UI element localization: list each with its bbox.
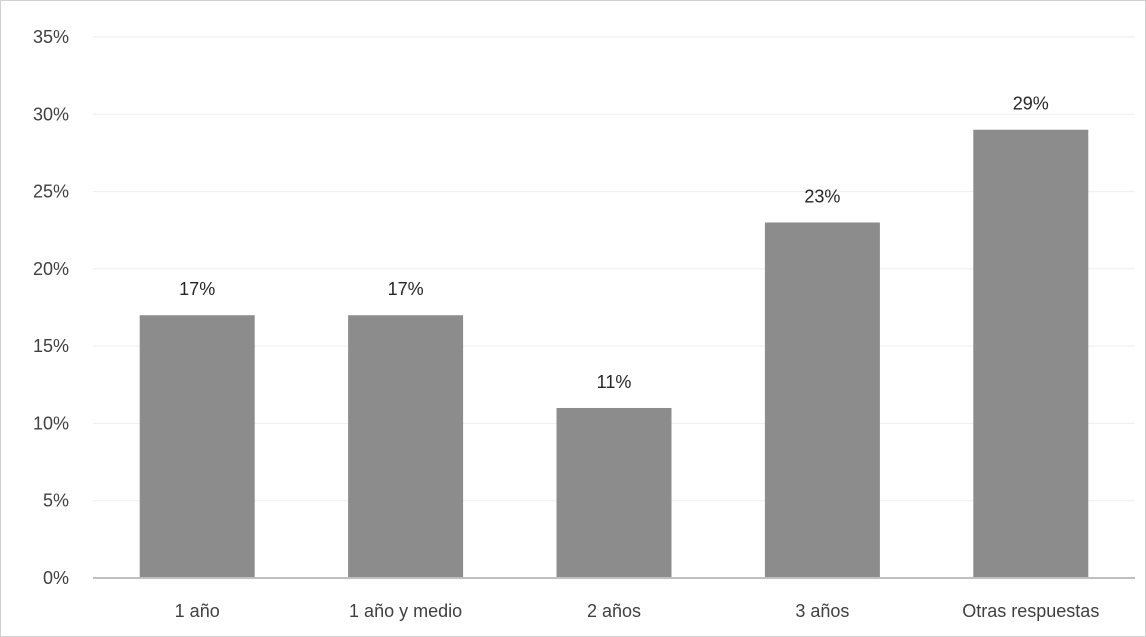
data-labels: 17% 17% 11% 23% 29% [179,94,1049,392]
bar [348,315,464,578]
bar [556,407,672,578]
x-tick-label: 1 año y medio [349,601,462,621]
bar [764,222,880,578]
y-tick-label: 25% [33,182,69,202]
bar [139,315,255,578]
x-tick-label: 1 año [175,601,220,621]
y-tick-label: 30% [33,104,69,124]
data-label: 17% [388,279,424,299]
data-label: 11% [597,372,632,392]
x-axis-tick-labels: 1 año 1 año y medio 2 años 3 años Otras resp… [175,601,1100,621]
data-label: 29% [1013,94,1049,114]
data-label: 17% [179,279,215,299]
x-tick-label: 3 años [795,601,849,621]
y-tick-label: 15% [33,336,69,356]
y-tick-label: 0% [43,568,69,588]
y-tick-label: 5% [43,491,69,511]
gridlines [93,36,1135,502]
x-tick-label: 2 años [587,601,641,621]
y-axis-tick-labels: 0% 5% 10% 15% 20% 25% 30% 35% [33,27,69,588]
y-tick-label: 20% [33,259,69,279]
bars [139,129,1089,578]
y-tick-label: 10% [33,413,69,433]
y-tick-label: 35% [33,27,69,47]
data-label: 23% [804,186,840,206]
x-tick-label: Otras respuestas [962,601,1099,621]
bar [973,129,1089,578]
